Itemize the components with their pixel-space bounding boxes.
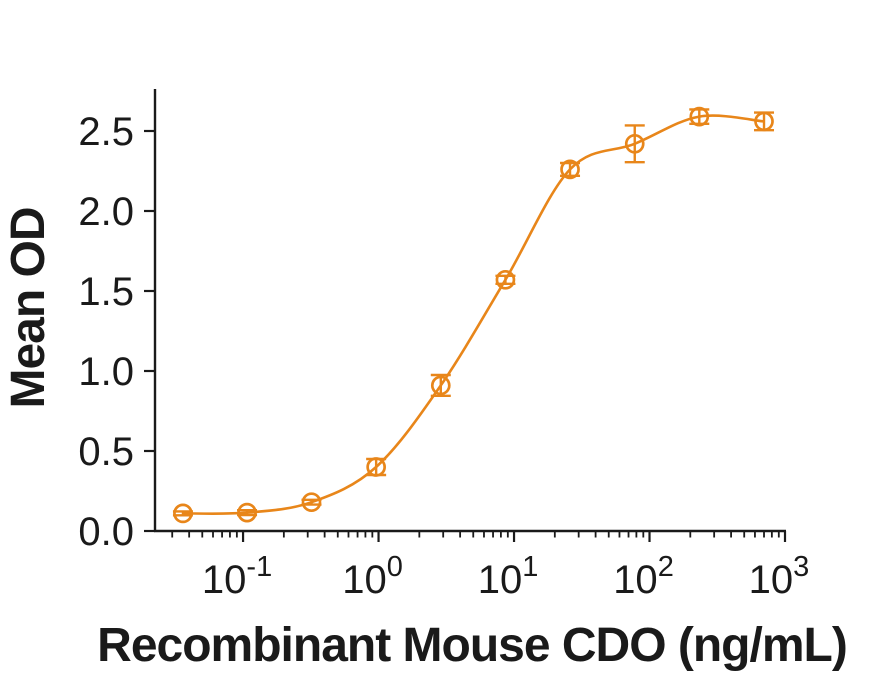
data-point-marker — [560, 159, 580, 180]
y-tick-label: 2.0 — [78, 190, 134, 234]
data-point-marker — [430, 375, 451, 396]
data-point-marker — [237, 502, 257, 523]
y-tick-label: 2.5 — [78, 110, 134, 154]
y-tick-label: 0.5 — [78, 430, 134, 474]
series-layer — [172, 106, 775, 524]
fit-curve — [182, 114, 765, 515]
y-axis-title: Mean OD — [2, 207, 55, 408]
x-tick-label: 103 — [749, 551, 810, 602]
data-point-marker — [689, 106, 710, 127]
data-point-marker — [495, 269, 516, 290]
y-tick-label: 0.0 — [78, 510, 134, 554]
data-point-marker — [366, 457, 386, 477]
axes-layer: 0.0 0.5 1.0 1.5 2.0 2.5 10-1 100 101 102 103 — [78, 89, 809, 602]
error-bar — [172, 510, 193, 517]
x-tick-label: 100 — [342, 551, 403, 602]
error-bar — [430, 373, 451, 397]
x-axis-title: Recombinant Mouse CDO (ng/mL) — [97, 619, 847, 672]
x-tick-label: 10-1 — [202, 551, 272, 602]
data-point-marker — [754, 111, 774, 132]
x-tick-label: 101 — [478, 551, 539, 602]
data-point-marker — [173, 503, 193, 524]
error-bar — [237, 509, 258, 517]
x-tick-label: 102 — [613, 551, 674, 602]
data-point-marker — [624, 133, 645, 154]
y-tick-label: 1.0 — [78, 350, 134, 394]
error-bar — [624, 124, 645, 164]
y-tick-label: 1.5 — [78, 270, 134, 314]
error-bar — [301, 498, 322, 506]
data-point-marker — [301, 492, 322, 513]
